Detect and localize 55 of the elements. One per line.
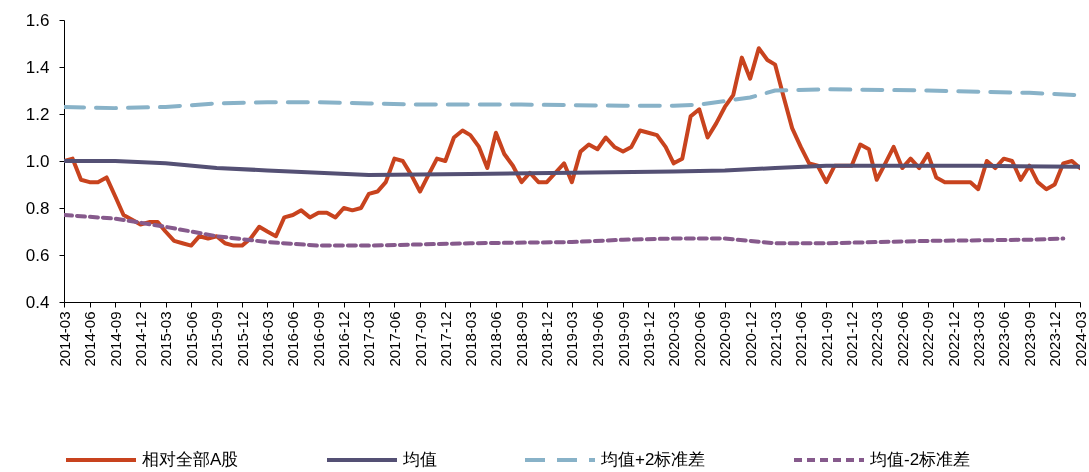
x-tick-label: 2014-03	[55, 311, 73, 367]
x-tick-label: 2015-06	[182, 311, 200, 367]
x-tick-label: 2021-12	[843, 311, 861, 367]
x-tick-label: 2023-12	[1046, 311, 1064, 367]
x-tick-label: 2015-12	[233, 311, 251, 367]
y-tick-label: 1.0	[25, 151, 50, 171]
x-tick-label: 2023-09	[1020, 311, 1038, 367]
x-tick-label: 2023-03	[969, 311, 987, 367]
y-tick-label: 1.6	[25, 10, 50, 30]
x-tick-label: 2021-06	[792, 311, 810, 367]
x-tick-label: 2022-09	[919, 311, 937, 367]
x-tick-label: 2016-06	[284, 311, 302, 367]
x-tick-label: 2020-06	[690, 311, 708, 367]
x-tick-label: 2015-09	[208, 311, 226, 367]
line-series	[64, 213, 1066, 248]
y-tick-label: 1.2	[25, 104, 50, 124]
legend-label: 均值+2标准差	[600, 450, 706, 469]
x-tick-label: 2014-06	[81, 311, 99, 367]
x-tick-label: 2018-03	[461, 311, 479, 367]
line-series	[64, 46, 1080, 248]
x-tick-label: 2018-06	[487, 311, 505, 367]
x-tick-label: 2022-06	[893, 311, 911, 367]
x-tick-label: 2016-12	[335, 311, 353, 367]
x-tick-label: 2017-03	[360, 311, 378, 367]
legend-label: 相对全部A股	[142, 450, 239, 469]
x-tick-label: 2020-03	[665, 311, 683, 367]
x-tick-label: 2019-03	[563, 311, 581, 367]
x-tick-label: 2020-09	[716, 311, 734, 367]
x-tick-label: 2014-09	[106, 311, 124, 367]
x-tick-label: 2017-06	[385, 311, 403, 367]
y-tick-label: 0.4	[25, 292, 50, 312]
x-tick-label: 2015-03	[157, 311, 175, 367]
x-tick-label: 2023-06	[995, 311, 1013, 367]
x-tick-label: 2017-09	[411, 311, 429, 367]
x-tick-label: 2021-03	[766, 311, 784, 367]
x-tick-label: 2019-12	[639, 311, 657, 367]
x-tick-label: 2016-09	[309, 311, 327, 367]
x-tick-label: 2024-03	[1071, 311, 1089, 367]
x-tick-label: 2019-09	[614, 311, 632, 367]
x-tick-label: 2017-12	[436, 311, 454, 367]
legend-label: 均值	[402, 450, 437, 469]
x-tick-label: 2016-03	[258, 311, 276, 367]
x-tick-label: 2021-09	[817, 311, 835, 367]
y-tick-label: 0.6	[25, 245, 50, 265]
y-tick-label: 0.8	[25, 198, 50, 218]
x-tick-label: 2014-12	[131, 311, 149, 367]
x-tick-label: 2020-12	[741, 311, 759, 367]
x-tick-label: 2018-09	[513, 311, 531, 367]
x-tick-label: 2019-06	[588, 311, 606, 367]
line-series	[64, 159, 1080, 178]
x-tick-label: 2018-12	[538, 311, 556, 367]
x-tick-label: 2022-12	[944, 311, 962, 367]
x-tick-label: 2022-03	[868, 311, 886, 367]
y-tick-label: 1.4	[25, 57, 50, 77]
legend-label: 均值-2标准差	[869, 450, 971, 469]
